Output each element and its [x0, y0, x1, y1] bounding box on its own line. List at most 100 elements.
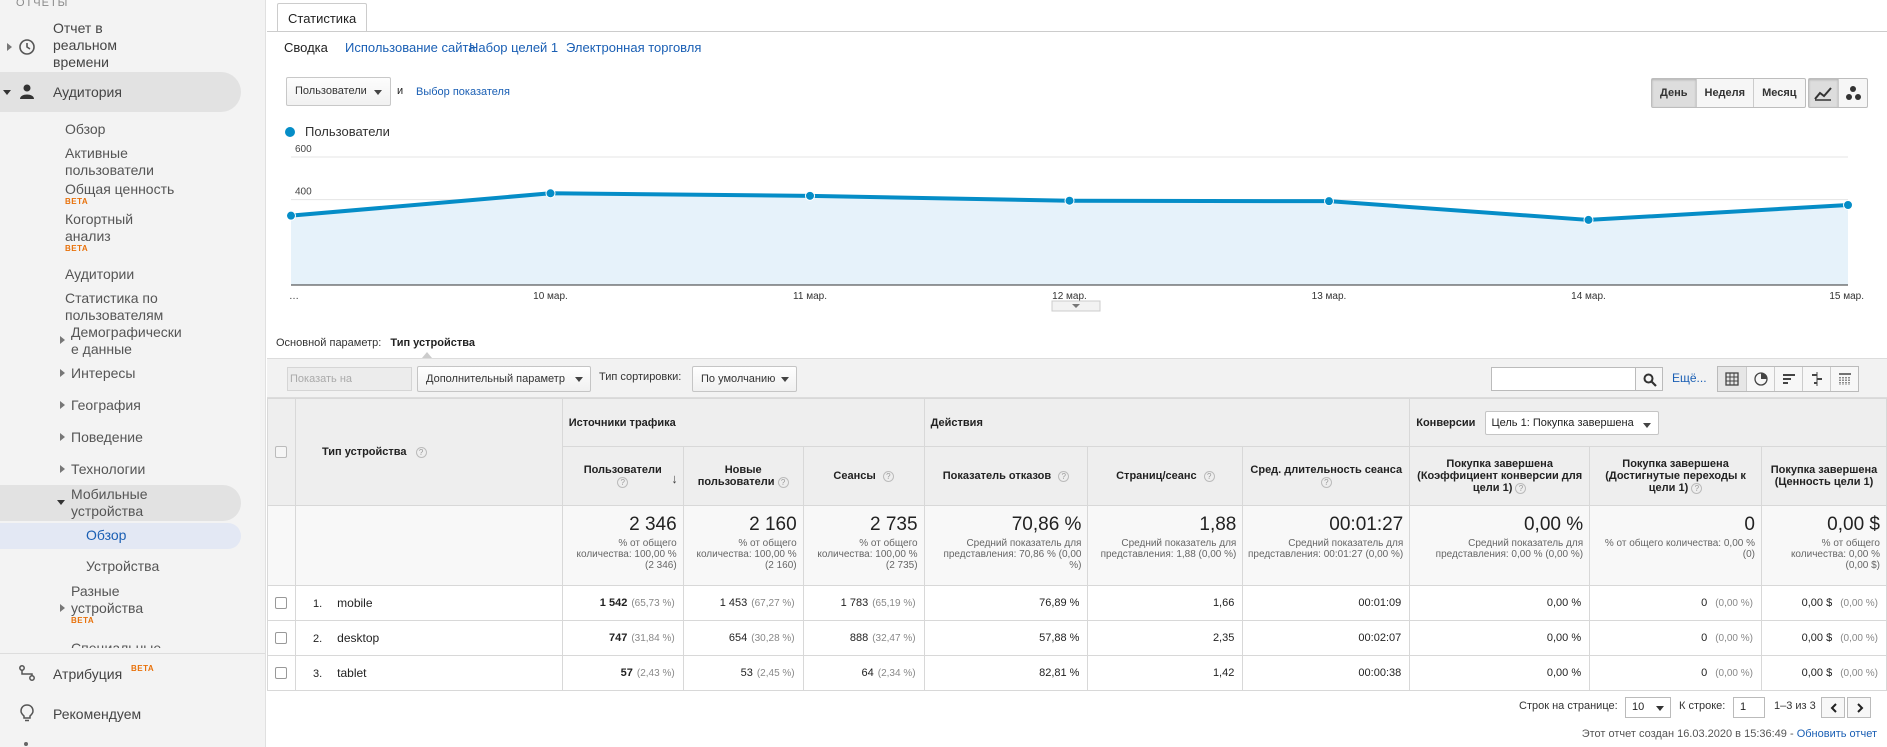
sidebar-item-audiences[interactable]: Аудитории — [65, 266, 135, 282]
sidebar-item-mobile-overview[interactable]: Обзор — [0, 523, 241, 549]
period-day-button[interactable]: День — [1652, 79, 1696, 107]
help-icon[interactable]: ? — [617, 476, 629, 488]
rows-per-page-select[interactable]: 10 — [1625, 697, 1671, 718]
cell-percent: (0,00 %) — [1715, 633, 1753, 644]
col-users[interactable]: Пользователи ? ↓ — [561, 446, 684, 506]
sidebar-item-audience[interactable]: Аудитория — [0, 72, 241, 112]
sidebar-item-cohort-1[interactable]: Когортный — [65, 211, 134, 227]
subtab-summary[interactable]: Сводка — [284, 40, 328, 55]
col-avg-duration[interactable]: Сред. длительность сеанса ? — [1242, 446, 1411, 506]
cell-value: 0 — [1701, 597, 1708, 609]
comparison-icon — [1812, 372, 1822, 386]
performance-view-button[interactable] — [1774, 367, 1802, 391]
subtab-goal-set[interactable]: Набор целей 1 — [469, 40, 559, 55]
sidebar-item-cohort-2[interactable]: анализ — [65, 228, 111, 244]
row-checkbox[interactable] — [275, 597, 288, 610]
sidebar-item-active-users-2[interactable]: пользователи — [65, 162, 154, 178]
sidebar-item-geo[interactable]: География — [71, 397, 141, 413]
data-table-view-button[interactable] — [1718, 367, 1746, 391]
subtab-ecommerce[interactable]: Электронная торговля — [566, 40, 702, 55]
chevron-right-icon — [1857, 703, 1864, 713]
sidebar-item-demographics-2[interactable]: е данные — [71, 341, 132, 357]
help-icon[interactable]: ? — [1515, 482, 1527, 494]
tab-statistics[interactable]: Статистика — [277, 3, 368, 32]
col-goal-completions[interactable]: Покупка завершена (Достигнутые переходы … — [1589, 446, 1762, 506]
comparison-view-button[interactable] — [1802, 367, 1830, 391]
col-goal-value-label: Покупка завершена (Ценность цели 1) — [1770, 464, 1878, 488]
row-dimension-link[interactable]: desktop — [337, 631, 380, 645]
goto-row-input[interactable]: 1 — [1733, 697, 1765, 718]
plot-rows-button[interactable]: Показать на диаграмме — [287, 367, 412, 407]
sidebar-item-user-explorer-2[interactable]: пользователям — [65, 307, 164, 323]
sidebar-item-overview[interactable]: Обзор — [65, 121, 106, 137]
line-chart-button[interactable] — [1809, 79, 1838, 107]
dimension-header[interactable]: Тип устройства ? — [294, 398, 563, 506]
col-goal-value[interactable]: Покупка завершена (Ценность цели 1) — [1761, 446, 1887, 506]
motion-chart-button[interactable] — [1838, 79, 1867, 107]
total-subtext: Средний показатель для представления: 0,… — [1435, 538, 1584, 560]
sidebar-item-attribution-label: Атрибуция — [53, 666, 123, 682]
help-icon[interactable]: ? — [1203, 470, 1215, 482]
search-button[interactable] — [1635, 367, 1663, 391]
sidebar-item-cross-device-1[interactable]: Разные — [71, 583, 120, 599]
row-dimension-link[interactable]: mobile — [337, 596, 373, 610]
sidebar-item-realtime-line-3: времени — [53, 54, 109, 70]
metric-select[interactable]: Пользователи — [286, 77, 391, 106]
sidebar-item-technology[interactable]: Технологии — [71, 461, 146, 477]
refresh-report-link[interactable]: Обновить отчет — [1796, 728, 1877, 740]
period-week-button[interactable]: Неделя — [1695, 79, 1754, 107]
sidebar-item-cross-device-2[interactable]: устройства — [71, 600, 144, 616]
select-all-checkbox[interactable] — [275, 446, 288, 459]
help-icon[interactable]: ? — [1691, 482, 1703, 494]
row-dimension-link[interactable]: tablet — [337, 666, 367, 680]
sidebar-item-lifetime-value[interactable]: Общая ценность — [65, 181, 175, 197]
help-icon[interactable]: ? — [415, 446, 427, 458]
col-bounce-rate[interactable]: Показатель отказов ? — [923, 446, 1089, 506]
col-sessions[interactable]: Сеансы ? — [802, 446, 925, 506]
period-month-button[interactable]: Месяц — [1753, 79, 1804, 107]
primary-dimension-value[interactable]: Тип устройства — [390, 337, 475, 349]
table-search-input[interactable] — [1491, 367, 1636, 391]
cell-goal-completions: 0 (0,00 %) — [1589, 655, 1762, 691]
cell-new-users: 53 (2,45 %) — [682, 655, 804, 691]
col-pages-per-session[interactable]: Страниц/сеанс ? — [1087, 446, 1244, 506]
row-index: 2. — [312, 633, 323, 645]
pivot-view-button[interactable] — [1830, 367, 1858, 391]
rows-per-page-value: 10 — [1632, 701, 1645, 713]
col-new-users[interactable]: Новые пользователи ? — [682, 446, 804, 506]
goal-select[interactable]: Цель 1: Покупка завершена — [1484, 410, 1659, 435]
more-link[interactable]: Ещё... — [1672, 371, 1707, 385]
sidebar-item-interests[interactable]: Интересы — [71, 365, 136, 381]
lightbulb-icon — [20, 704, 34, 722]
chevron-down-icon — [575, 377, 583, 382]
sidebar-item-active-users-1[interactable]: Активные — [65, 145, 128, 161]
sidebar-item-recommended-label: Рекомендуем — [53, 706, 142, 722]
chevron-down-icon — [1642, 422, 1651, 428]
sidebar-item-devices[interactable]: Устройства — [86, 558, 160, 574]
next-page-button[interactable] — [1847, 697, 1871, 718]
sidebar-item-behavior[interactable]: Поведение — [71, 429, 143, 445]
prev-page-button[interactable] — [1821, 697, 1845, 718]
row-checkbox[interactable] — [275, 632, 288, 645]
sidebar-item-mobile[interactable]: Мобильные устройства — [0, 485, 241, 521]
row-checkbox[interactable] — [275, 667, 288, 680]
help-icon[interactable]: ? — [777, 476, 789, 488]
cell-percent: (65,19 %) — [872, 598, 916, 609]
report-created-text: Этот отчет создан 16.03.2020 в 15:36:49 … — [1581, 728, 1794, 740]
choose-metric-link[interactable]: Выбор показателя — [416, 86, 510, 98]
help-icon[interactable]: ? — [1320, 476, 1332, 488]
col-goal-conv-rate[interactable]: Покупка завершена (Коэффициент конверсии… — [1409, 446, 1591, 506]
data-point — [1583, 214, 1594, 225]
help-icon[interactable]: ? — [882, 470, 894, 482]
col-goal-conv-rate-label: Покупка завершена (Коэффициент конверсии… — [1417, 458, 1583, 494]
help-icon[interactable]: ? — [1058, 470, 1070, 482]
secondary-dimension-select[interactable]: Дополнительный параметр — [417, 366, 591, 392]
sidebar-item-user-explorer-1[interactable]: Статистика по — [65, 290, 158, 306]
sidebar-item-custom[interactable]: Специальные — [71, 640, 162, 648]
pie-view-button[interactable] — [1746, 367, 1774, 391]
chevron-right-icon — [60, 465, 65, 473]
subtab-site-usage[interactable]: Использование сайта — [345, 40, 476, 55]
sidebar-item-demographics-1[interactable]: Демографически — [71, 324, 182, 340]
sort-type-select[interactable]: По умолчанию — [692, 366, 797, 392]
sort-type-label: Тип сортировки: — [599, 371, 682, 383]
